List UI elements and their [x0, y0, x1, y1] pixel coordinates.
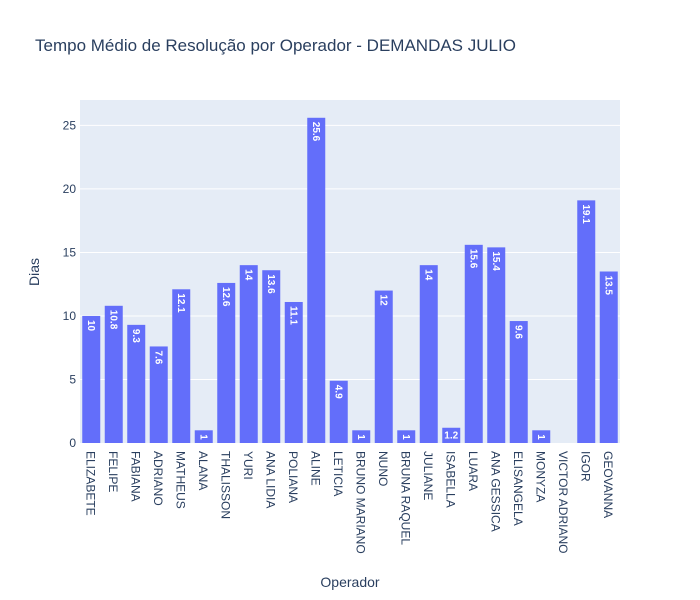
bar [487, 247, 506, 443]
x-tick-label: ALINE [308, 451, 322, 486]
x-tick-label: ADRIANO [151, 451, 165, 506]
x-tick-label: ELISANGELA [511, 451, 525, 526]
bar [217, 282, 236, 443]
bar-value-label: 15.4 [490, 251, 501, 271]
bar-value-label: 14 [422, 269, 433, 281]
y-tick-label: 0 [69, 436, 76, 450]
gridlines [80, 124, 620, 380]
bar-value-label: 19.1 [580, 204, 591, 224]
x-tick-label: ALANA [196, 451, 210, 490]
bar [284, 301, 303, 443]
bar-value-label: 1 [400, 434, 411, 440]
bar-value-label: 13.5 [602, 276, 613, 296]
x-tick-label: ANA LIDIA [263, 451, 277, 508]
y-axis-title: Dias [26, 258, 42, 286]
bar-value-label: 12 [377, 295, 388, 307]
x-tick-label: BRUNA RAQUEL [398, 451, 412, 545]
bar [329, 380, 348, 443]
x-tick-label: BRUNO MARIANO [353, 451, 367, 554]
y-tick-label: 5 [69, 372, 76, 386]
bar-value-label: 9.6 [512, 325, 523, 339]
bar [419, 265, 438, 443]
x-tick-label: GEOVANNA [601, 451, 615, 518]
bar [352, 430, 371, 443]
bar-value-label: 12.6 [220, 287, 231, 307]
bar [442, 427, 461, 443]
x-tick-label: NUNO [376, 451, 390, 486]
bar-value-label: 1.2 [444, 430, 458, 441]
bar [577, 200, 596, 443]
bar-value-label: 15.6 [467, 249, 478, 269]
y-tick-label: 20 [63, 182, 77, 196]
y-tick-label: 15 [63, 245, 77, 259]
x-tick-label: POLIANA [286, 451, 300, 503]
x-tick-label: JULIANE [421, 451, 435, 500]
bar [397, 430, 416, 443]
bars [82, 117, 618, 443]
bar [532, 430, 551, 443]
x-tick-label: VICTOR ADRIANO [556, 451, 570, 553]
bar-value-label: 4.9 [332, 385, 343, 399]
bar-value-label: 25.6 [310, 122, 321, 142]
x-tick-label: FABIANA [128, 451, 142, 502]
bar [172, 289, 191, 443]
bar [194, 430, 213, 443]
bar-value-label: 7.6 [152, 350, 163, 364]
bar [104, 305, 123, 443]
bar [127, 324, 146, 443]
x-tick-label: LUARA [466, 451, 480, 491]
x-axis-title: Operador [320, 574, 379, 590]
bar-value-label: 12.1 [175, 293, 186, 313]
x-tick-label: YURI [241, 451, 255, 480]
x-axis-ticks: ELIZABETE FELIPE FABIANA ADRIANO MATHEUS ALAN… [83, 451, 615, 554]
x-tick-label: ANA GESSICA [488, 451, 502, 532]
y-tick-label: 25 [63, 118, 77, 132]
y-axis-ticks: 0 5 10 15 20 25 [63, 118, 77, 450]
bar-value-label: 13.6 [265, 274, 276, 294]
bar-value-label: 11.1 [287, 306, 298, 325]
chart-title: Tempo Médio de Resolução por Operador - … [35, 36, 516, 55]
bar-value-label: 9.3 [130, 329, 141, 343]
bar-labels: 10 10.8 9.3 7.6 12.1 1 12.6 14 13.6 11.1 25.6 4.9 1 1… [85, 122, 614, 442]
y-tick-label: 10 [63, 309, 77, 323]
bar [239, 265, 258, 443]
x-tick-label: IGOR [578, 451, 592, 482]
bar [509, 321, 528, 443]
bar [374, 290, 393, 443]
x-tick-label: FELIPE [106, 451, 120, 492]
x-tick-label: LETICIA [331, 451, 345, 496]
bar-value-label: 10 [85, 320, 96, 332]
bar [149, 346, 168, 443]
bar-value-label: 1 [355, 434, 366, 440]
x-tick-label: ISABELLA [443, 451, 457, 508]
x-tick-label: THALISSON [218, 451, 232, 519]
bar [262, 270, 281, 443]
bar-value-label: 14 [242, 269, 253, 281]
x-tick-label: MONYZA [533, 451, 547, 502]
x-tick-label: ELIZABETE [83, 451, 97, 516]
bar-value-label: 1 [535, 434, 546, 440]
bar [82, 315, 101, 443]
bar [307, 117, 326, 443]
bar [464, 244, 483, 443]
bar-value-label: 1 [197, 434, 208, 440]
bar [599, 271, 618, 443]
plot-area [80, 100, 620, 443]
x-tick-label: MATHEUS [173, 451, 187, 509]
bar-value-label: 10.8 [107, 310, 118, 330]
